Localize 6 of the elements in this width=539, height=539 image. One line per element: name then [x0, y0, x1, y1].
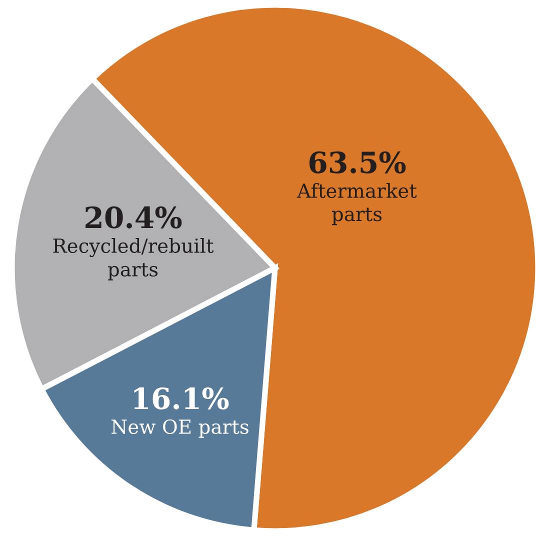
data-label: 63.5%	[309, 151, 406, 174]
slice-label: Aftermarket parts	[296, 183, 417, 226]
data-label: 16.1%	[134, 387, 229, 410]
data-label: 20.4%	[86, 206, 182, 228]
slice-label: Recycled/rebuilt parts	[53, 238, 214, 280]
slice-label: New OE parts	[112, 419, 248, 438]
